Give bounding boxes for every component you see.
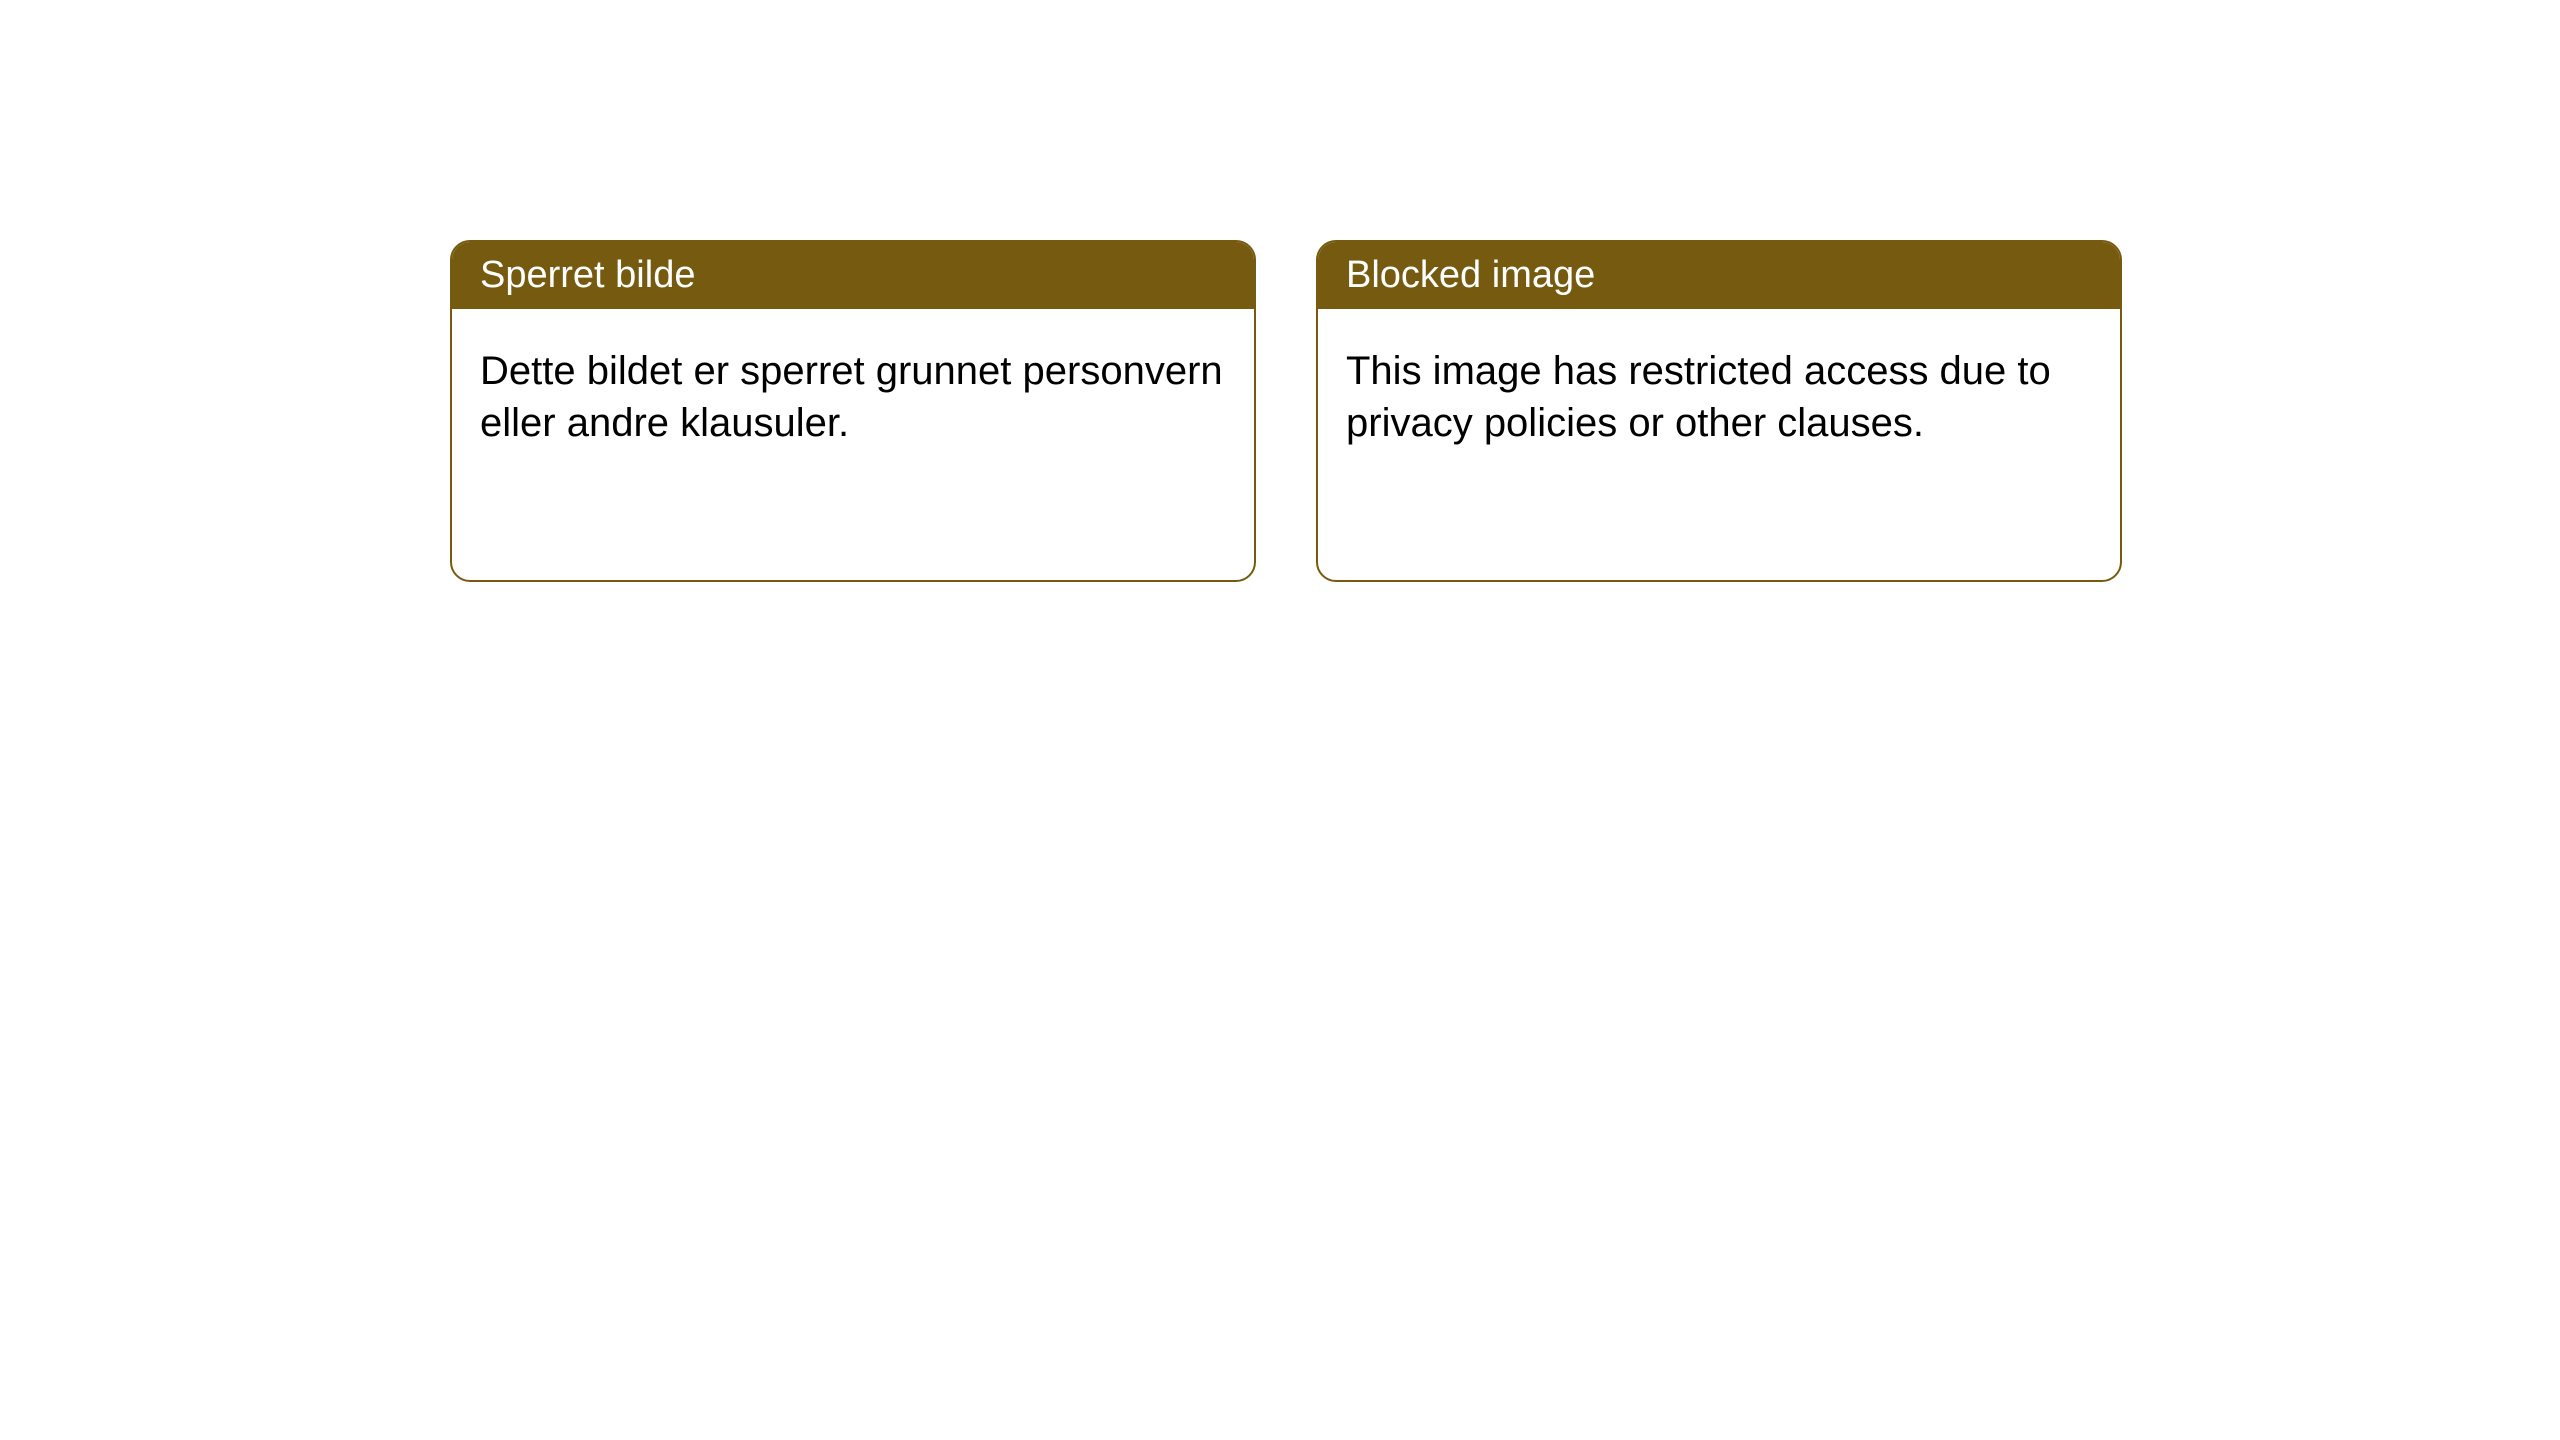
notice-container: Sperret bilde Dette bildet er sperret gr… [0, 0, 2560, 582]
card-body: This image has restricted access due to … [1318, 309, 2120, 485]
notice-card-norwegian: Sperret bilde Dette bildet er sperret gr… [450, 240, 1256, 582]
notice-card-english: Blocked image This image has restricted … [1316, 240, 2122, 582]
card-body: Dette bildet er sperret grunnet personve… [452, 309, 1254, 485]
card-header: Sperret bilde [452, 242, 1254, 309]
card-header: Blocked image [1318, 242, 2120, 309]
